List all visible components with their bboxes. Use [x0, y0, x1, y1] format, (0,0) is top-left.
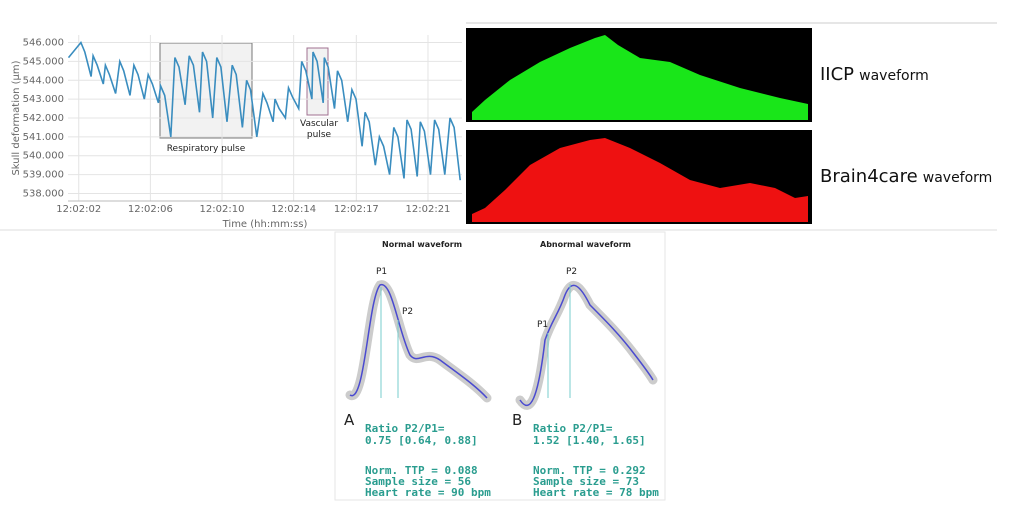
label: Brain4care [820, 166, 918, 187]
annotation: Respiratory pulse [166, 144, 246, 154]
plot: 538.000 539.000 540.000 541.000 542.000 543.0… [11, 35, 462, 230]
abnormal-curve [519, 284, 654, 407]
stat: Norm. TTP = 0.088 [365, 464, 478, 477]
y-tick-label: 544.000 [23, 75, 64, 86]
y-tick-label: 543.000 [23, 94, 64, 105]
label: waveform [922, 170, 993, 186]
y-tick-label: 540.000 [23, 151, 64, 162]
annotation: Vascular pulse [299, 119, 339, 140]
x-tick-label: 12:02:02 [56, 204, 101, 215]
panels-frame [334, 231, 666, 501]
y-axis-label: Skull deformation (µm) [11, 60, 22, 175]
stat: Heart rate = 90 bpm [365, 486, 491, 499]
ratio: 1.52 [1.40, 1.65] [533, 434, 646, 447]
stat: Norm. TTP = 0.292 [533, 464, 646, 477]
y-tick-label: 539.000 [23, 170, 64, 181]
label: waveform [859, 68, 929, 84]
y-tick-label: 545.000 [23, 56, 64, 67]
peak-label: P1 [537, 320, 549, 330]
x-tick-label: 12:02:21 [406, 204, 451, 215]
line-series [67, 40, 461, 181]
panel-letter: A [344, 411, 355, 429]
waveform-label: Brain4care waveform [820, 166, 992, 187]
panel-title: Normal waveform [382, 240, 463, 249]
x-tick-label: 12:02:17 [334, 204, 379, 215]
y-tick-label: 541.000 [23, 132, 64, 143]
x-tick-label: 12:02:14 [271, 204, 316, 215]
stat: Heart rate = 78 bpm [533, 486, 659, 499]
normal-curve [349, 284, 488, 399]
panel-title: Abnormal waveform [540, 240, 632, 249]
y-tick-label: 538.000 [23, 188, 64, 199]
label: IICP [820, 64, 855, 85]
ratio: 0.75 [0.64, 0.88] [365, 434, 478, 447]
y-tick-label: 542.000 [23, 113, 64, 124]
waveform-label: IICP waveform [820, 64, 929, 85]
b4c-waveform [472, 138, 808, 222]
iicp-waveform [472, 35, 808, 120]
peak-label: P1 [376, 267, 388, 277]
peak-label: P2 [402, 307, 414, 317]
x-tick-label: 12:02:06 [128, 204, 173, 215]
y-tick-label: 546.000 [23, 38, 64, 49]
x-tick-label: 12:02:10 [200, 204, 245, 215]
panel-letter: B [512, 411, 523, 429]
stat: Sample size = 73 [533, 475, 639, 488]
ratio-label: Ratio P2/P1= [533, 422, 613, 435]
stat: Sample size = 56 [365, 475, 471, 488]
ratio-label: Ratio P2/P1= [365, 422, 445, 435]
peak-label: P2 [566, 267, 578, 277]
x-axis-label: Time (hh:mm:ss) [222, 219, 308, 230]
normal-band [345, 280, 492, 403]
abnormal-band [515, 281, 658, 410]
